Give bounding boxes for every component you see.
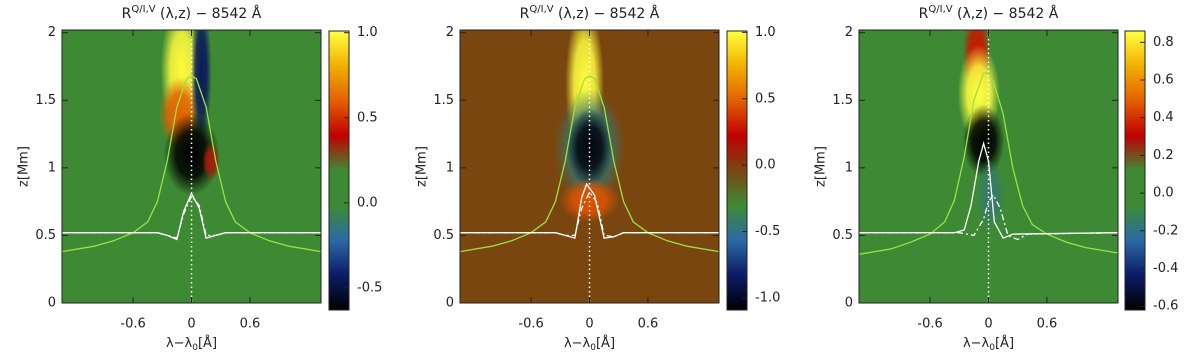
title-rest: (λ,z) − 8542 Å xyxy=(554,5,660,22)
xlabel-rest: [Å] xyxy=(596,335,615,351)
xlabel-rest: [Å] xyxy=(995,335,1014,351)
colorbar-tick-label: 0.5 xyxy=(357,110,378,125)
title-rest: (λ,z) − 8542 Å xyxy=(156,5,262,22)
y-tick-label: 1 xyxy=(845,160,853,175)
colorbar xyxy=(726,30,748,311)
x-axis-label: λ−λ0[Å] xyxy=(166,335,217,353)
colorbar-tick-label: -0.6 xyxy=(1153,299,1178,314)
y-tick-label: 1 xyxy=(446,160,454,175)
colorbar-tick-label: 0.0 xyxy=(1153,186,1174,201)
chart-title: RQ/I,V (λ,z) − 8542 Å xyxy=(520,4,660,22)
y-axis-label: z[Mm] xyxy=(814,146,829,187)
title-base: R xyxy=(919,6,929,22)
x-tick-label: -0.6 xyxy=(518,317,543,332)
x-tick-label: 0.6 xyxy=(1037,317,1058,332)
title-sup: Q/I,V xyxy=(928,4,952,15)
xlabel-base: λ−λ xyxy=(564,336,591,351)
y-tick-label: 0 xyxy=(48,296,56,311)
colorbar-tick-label: 1.0 xyxy=(357,25,378,40)
y-tick-label: 0 xyxy=(845,296,853,311)
chart-title: RQ/I,V (λ,z) − 8542 Å xyxy=(122,4,262,22)
y-tick-label: 1 xyxy=(48,160,56,175)
colorbar-tick-label: 0.2 xyxy=(1153,148,1174,163)
y-tick-label: 1.5 xyxy=(35,93,56,108)
y-tick-label: 0.5 xyxy=(832,228,853,243)
heat-blob xyxy=(202,141,220,181)
x-axis-label: λ−λ0[Å] xyxy=(564,335,615,353)
y-tick-label: 1.5 xyxy=(832,93,853,108)
colorbar-tick-label: -0.2 xyxy=(1153,223,1178,238)
title-sup: Q/I,V xyxy=(529,4,553,15)
heat-blob xyxy=(559,178,620,223)
heat-blob xyxy=(962,104,1005,178)
y-tick-label: 0.5 xyxy=(433,228,454,243)
y-axis-label: z[Mm] xyxy=(415,146,430,187)
profile-line xyxy=(460,190,719,238)
y-tick-label: 2 xyxy=(48,25,56,40)
xlabel-rest: [Å] xyxy=(198,335,217,351)
colorbar xyxy=(328,30,350,311)
profile-line xyxy=(62,194,321,239)
plot-area xyxy=(859,30,1118,303)
title-base: R xyxy=(520,6,530,22)
y-tick-label: 0 xyxy=(446,296,454,311)
colorbar-tick-label: 0.0 xyxy=(357,195,378,210)
xlabel-base: λ−λ xyxy=(963,336,990,351)
colorbar-tick-label: -0.5 xyxy=(755,224,780,239)
colorbar-tick-label: 0.8 xyxy=(1153,35,1174,50)
title-rest: (λ,z) − 8542 Å xyxy=(953,5,1059,22)
x-axis-label: λ−λ0[Å] xyxy=(963,335,1014,353)
x-tick-label: 0 xyxy=(585,317,593,332)
colorbar-tick-label: 0.5 xyxy=(755,91,776,106)
y-axis-label: z[Mm] xyxy=(17,146,32,187)
x-tick-label: 0.6 xyxy=(240,317,261,332)
x-tick-label: -0.6 xyxy=(917,317,942,332)
xlabel-sub: 0 xyxy=(989,343,995,353)
x-tick-label: 0 xyxy=(187,317,195,332)
heat-blob xyxy=(976,158,1005,232)
colorbar-tick-label: 0.0 xyxy=(755,158,776,173)
y-tick-label: 0.5 xyxy=(35,228,56,243)
plot-area xyxy=(62,30,321,303)
xlabel-sub: 0 xyxy=(192,343,198,353)
plot-area xyxy=(460,30,719,303)
xlabel-sub: 0 xyxy=(590,343,596,353)
colorbar-tick-label: 0.4 xyxy=(1153,110,1174,125)
profile-line xyxy=(859,141,1118,239)
colorbar xyxy=(1124,30,1146,311)
y-tick-label: 2 xyxy=(845,25,853,40)
title-sup: Q/I,V xyxy=(131,4,155,15)
x-tick-label: -0.6 xyxy=(120,317,145,332)
colorbar-tick-label: -0.5 xyxy=(357,280,382,295)
colorbar-tick-label: -0.4 xyxy=(1153,261,1178,276)
x-tick-label: 0 xyxy=(984,317,992,332)
x-tick-label: 0.6 xyxy=(638,317,659,332)
colorbar-tick-label: 0.6 xyxy=(1153,73,1174,88)
y-tick-label: 1.5 xyxy=(433,93,454,108)
colorbar-tick-label: -1.0 xyxy=(755,291,780,306)
title-base: R xyxy=(122,6,132,22)
y-tick-label: 2 xyxy=(446,25,454,40)
chart-title: RQ/I,V (λ,z) − 8542 Å xyxy=(919,4,1059,22)
colorbar-tick-label: 1.0 xyxy=(755,25,776,40)
xlabel-base: λ−λ xyxy=(166,336,193,351)
